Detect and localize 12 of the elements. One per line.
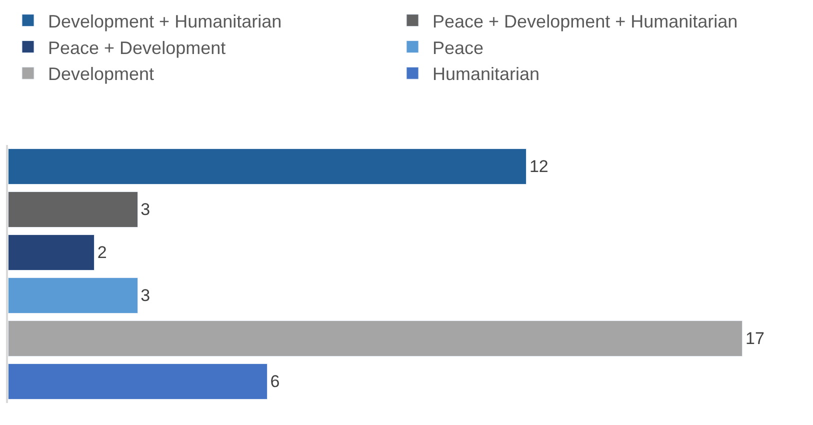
data-label: 17 bbox=[745, 329, 764, 348]
data-label: 12 bbox=[529, 157, 548, 176]
legend-label: Peace + Development + Humanitarian bbox=[432, 11, 738, 32]
legend-label: Development + Humanitarian bbox=[48, 11, 282, 32]
legend-label: Peace + Development bbox=[48, 38, 226, 58]
data-label: 2 bbox=[97, 243, 107, 262]
data-label: 3 bbox=[140, 200, 150, 219]
data-label: 3 bbox=[140, 286, 150, 305]
legend-label: Peace bbox=[432, 38, 484, 58]
legend-label: Development bbox=[48, 64, 154, 84]
legend-label: Humanitarian bbox=[432, 64, 540, 84]
data-label: 6 bbox=[270, 372, 280, 391]
